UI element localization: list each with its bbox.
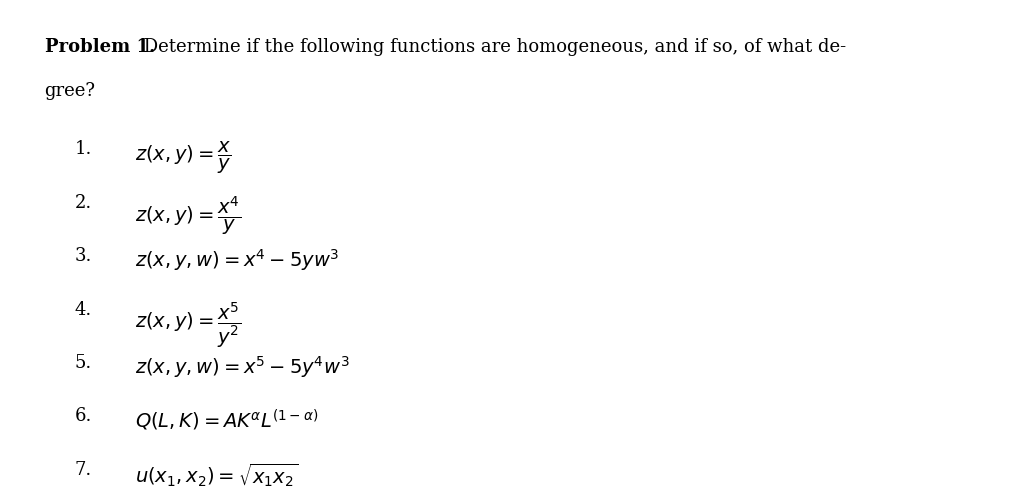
- Text: Determine if the following functions are homogeneous, and if so, of what de-: Determine if the following functions are…: [138, 38, 846, 56]
- Text: 3.: 3.: [74, 247, 92, 265]
- Text: $z(x, y) = \dfrac{x^5}{y^2}$: $z(x, y) = \dfrac{x^5}{y^2}$: [135, 300, 241, 350]
- Text: $Q(L, K) = AK^{\alpha}L^{(1-\alpha)}$: $Q(L, K) = AK^{\alpha}L^{(1-\alpha)}$: [135, 407, 319, 433]
- Text: 6.: 6.: [74, 407, 92, 426]
- Text: 4.: 4.: [74, 300, 92, 318]
- Text: 5.: 5.: [74, 354, 92, 372]
- Text: $z(x, y, w) = x^4 - 5yw^3$: $z(x, y, w) = x^4 - 5yw^3$: [135, 247, 340, 273]
- Text: $z(x, y, w) = x^5 - 5y^4w^3$: $z(x, y, w) = x^5 - 5y^4w^3$: [135, 354, 350, 380]
- Text: gree?: gree?: [44, 82, 96, 100]
- Text: 7.: 7.: [74, 461, 92, 479]
- Text: 2.: 2.: [74, 194, 92, 212]
- Text: 1.: 1.: [74, 140, 92, 158]
- Text: $z(x, y) = \dfrac{x^4}{y}$: $z(x, y) = \dfrac{x^4}{y}$: [135, 194, 241, 237]
- Text: Problem 1.: Problem 1.: [44, 38, 155, 56]
- Text: $u(x_1, x_2) = \sqrt{x_1 x_2}$: $u(x_1, x_2) = \sqrt{x_1 x_2}$: [135, 461, 298, 489]
- Text: $z(x, y) = \dfrac{x}{y}$: $z(x, y) = \dfrac{x}{y}$: [135, 140, 231, 176]
